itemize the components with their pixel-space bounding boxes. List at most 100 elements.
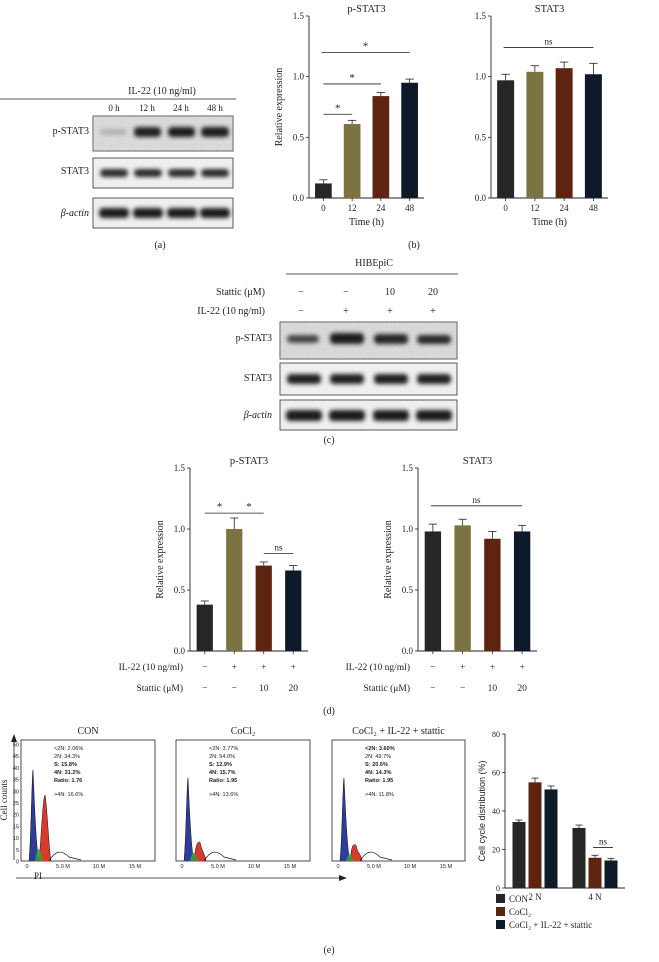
stattic-c-3: 10: [385, 287, 395, 298]
d2-bar: [424, 531, 442, 651]
b1-bar: [372, 96, 390, 198]
d1-cond-value: 10: [259, 684, 269, 694]
histogram-xtick-label: 0: [180, 864, 183, 870]
b2-bar: [584, 74, 602, 198]
d2-cond-value: −: [430, 684, 435, 694]
b1-xtick-label: 48: [405, 203, 415, 213]
histogram-xtick-label: 15 M: [284, 864, 297, 870]
stattic-c-4: 20: [428, 287, 438, 298]
panel-a-label: (a): [154, 240, 165, 251]
b2-bar: [555, 68, 573, 198]
b1-xtick-label: 0: [321, 203, 326, 213]
b1-sig-label: *: [349, 72, 355, 84]
b1-bar: [343, 123, 361, 198]
histogram-frame: [175, 739, 311, 862]
d1-sig-label: *: [246, 501, 252, 513]
d1-cond-value: −: [202, 663, 207, 673]
panel-e-label: (e): [323, 945, 334, 956]
chart-d1-pstat3: 0.0 0.5 1.0 1.5 p-STAT3 Relative expression * *…: [155, 456, 308, 656]
e-ylabel: Cell cycle distribution (%): [477, 760, 487, 861]
time-0h: 0 h: [108, 103, 120, 113]
panel-a: IL-22 (10 ng/ml) 0 h 12 h 24 h 48 h p-ST…: [0, 86, 236, 251]
stattic-c-1: −: [298, 287, 304, 298]
b1-xtick-label: 24: [376, 203, 386, 213]
e-ytick-label: 0: [496, 884, 500, 893]
d1-bar: [255, 565, 272, 651]
hist-ytick-label: 40: [13, 766, 19, 772]
panel-d-label: (d): [323, 706, 335, 717]
e-sig-label: ns: [599, 837, 608, 847]
d1-cond-value: −: [202, 684, 207, 694]
hist-ytick-label: 5: [16, 848, 19, 854]
d2-sig-label: ns: [472, 495, 481, 505]
d2-cond-value: +: [490, 663, 495, 673]
d1-sig-label: *: [217, 501, 223, 513]
d1-ytick-label: 1.0: [174, 524, 186, 534]
histogram-frame: [20, 739, 156, 862]
histogram-xtick-label: 0: [336, 864, 339, 870]
legend-swatch: [496, 920, 505, 929]
d2-ytick-label: 0.5: [402, 585, 414, 595]
b1-ytick-label: 1.5: [293, 11, 305, 21]
histogram-stat: >4N: 16.6%: [54, 792, 83, 798]
il22-label-d1: IL-22 (10 ng/ml): [119, 662, 183, 673]
histogram-s-phase: [35, 849, 43, 861]
hist-ytick-label: 0: [16, 860, 19, 866]
d2-cond-value: +: [519, 663, 524, 673]
panel-c: HIBEpiC Stattic (μM) − − 10 20 IL-22 (10…: [197, 258, 458, 446]
d1-cond-value: 20: [289, 684, 299, 694]
d1-bar: [196, 604, 213, 651]
e-bar: [544, 789, 558, 888]
histogram-tail: [203, 851, 237, 862]
b1-sig-label: *: [335, 102, 341, 114]
histogram-stat: S: 20.6%: [365, 762, 388, 768]
cell-counts-label: Cell counts: [0, 779, 9, 820]
e-ytick-label: 40: [492, 807, 500, 816]
histogram-s-phase: [346, 854, 354, 861]
d1-title: p-STAT3: [230, 456, 268, 467]
b2-xtick-label: 0: [503, 203, 508, 213]
hist-ytick-label: 50: [13, 743, 19, 749]
b2-ytick-label: 1.0: [475, 72, 487, 82]
blot-a-pstat3-strip: [92, 115, 234, 152]
histogram-xtick-label: 15 M: [440, 864, 453, 870]
b2-title: STAT3: [535, 4, 565, 15]
blot-a-row-actin: β-actin: [60, 208, 89, 219]
d1-bar: [285, 570, 302, 651]
x-axis-arrow: [16, 875, 347, 881]
histogram-xtick-label: 10 M: [248, 864, 261, 870]
blot-c-actin-strip: [279, 399, 458, 431]
b1-ylabel: Relative expression: [274, 68, 285, 147]
blot-c-pstat3-strip: [279, 321, 458, 360]
hist-ytick-label: 25: [13, 801, 19, 807]
d1-cond-value: +: [291, 663, 296, 673]
legend-label: CON: [509, 894, 529, 904]
d1-ytick-label: 0.5: [174, 585, 186, 595]
b2-ytick-label: 1.5: [475, 11, 487, 21]
histogram-title: CoCl₂ + IL-22 + stattic: [352, 726, 445, 737]
histogram-stat: 4N: 14.3%: [365, 770, 391, 776]
hist-ytick-label: 10: [13, 836, 19, 842]
histogram-g2-peak: [38, 794, 52, 862]
histogram-stat: 2N: 54.0%: [209, 754, 235, 760]
histogram-xtick-label: 5.0 M: [367, 864, 381, 870]
histogram-title: CoCl₂: [231, 726, 256, 737]
e-xtick-label: 4 N: [588, 892, 602, 902]
chart-d2-stat3: 0.0 0.5 1.0 1.5 STAT3 Relative expression ns: [383, 456, 537, 656]
chart-b1-pstat3: 0.0 0.5 1.0 1.5 0 12 24 48 p-STAT3 Time (h) Relati…: [274, 4, 424, 228]
chart-b2-stat3: 0.0 0.5 1.0 1.5 0 12 24 48 STAT3 Time (h) ns: [475, 4, 608, 228]
stattic-c-2: −: [343, 287, 349, 298]
histogram-stat: Ratio: 1.95: [365, 778, 393, 784]
e-ytick-label: 80: [492, 730, 500, 739]
blot-c-row-pstat3: p-STAT3: [236, 333, 272, 344]
b2-ytick-label: 0.0: [475, 193, 487, 203]
histogram-xtick-label: 10 M: [404, 864, 417, 870]
histogram-g2-peak: [193, 841, 207, 862]
e-ytick-label: 20: [492, 846, 500, 855]
d1-ytick-label: 1.5: [174, 463, 186, 473]
histogram-xtick-label: 5.0 M: [211, 864, 225, 870]
b2-sig-label: ns: [544, 37, 553, 47]
panel-e-histograms: Cell counts PI 50454035302520151050CON<2…: [0, 726, 466, 881]
legend-swatch: [496, 894, 505, 903]
histogram-stat: 2N: 34.3%: [54, 754, 80, 760]
